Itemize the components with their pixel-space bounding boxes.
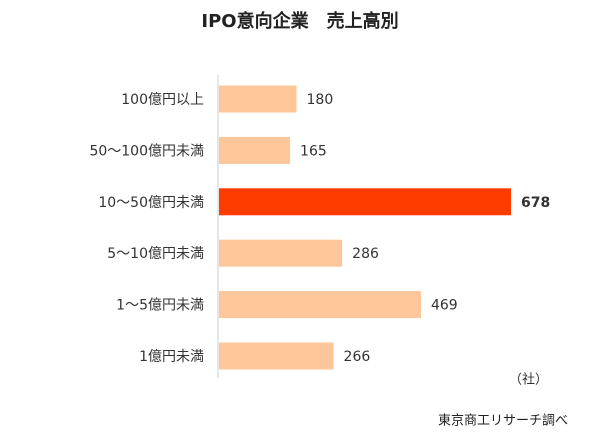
- bar: [219, 85, 297, 113]
- category-label: 50～100億円未満: [89, 143, 204, 159]
- value-label: 165: [300, 143, 327, 159]
- bar: [219, 342, 334, 370]
- category-label: 10～50億円未満: [98, 195, 204, 211]
- unit: （社）: [509, 372, 548, 388]
- bar: [219, 291, 421, 319]
- category-label: 5～10億円未満: [107, 246, 204, 262]
- bar: [219, 239, 343, 267]
- category-label: 1億円未満: [139, 349, 204, 365]
- value-label: 266: [344, 349, 371, 365]
- value-label: 180: [307, 92, 334, 108]
- value-label: 469: [431, 298, 458, 314]
- value-label: 678: [521, 195, 550, 211]
- value-label: 286: [352, 246, 379, 262]
- chart-title: IPO意向企業 売上高別: [201, 10, 398, 32]
- bar: [219, 136, 291, 164]
- category-label: 100億円以上: [121, 92, 204, 108]
- bar: [219, 188, 511, 216]
- source: 東京商工リサーチ調べ: [438, 413, 568, 429]
- category-label: 1～5億円未満: [116, 298, 204, 314]
